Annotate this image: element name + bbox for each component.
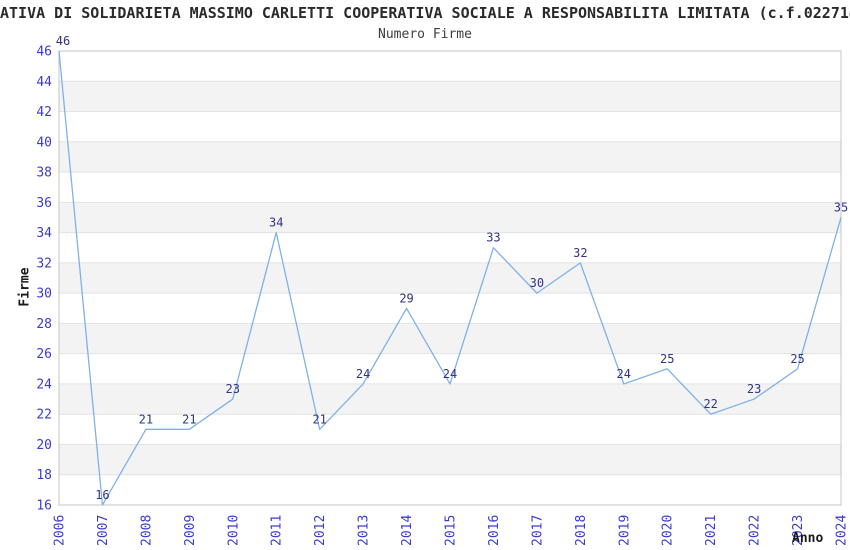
- data-point-label: 35: [834, 200, 848, 214]
- x-tick-label: 2013: [357, 515, 372, 546]
- y-tick-label: 38: [36, 166, 52, 181]
- y-tick-label: 18: [36, 468, 52, 483]
- y-tick-label: 34: [36, 226, 52, 241]
- grid-band: [59, 444, 841, 475]
- data-point-label: 21: [182, 412, 196, 426]
- x-tick-label: 2014: [400, 515, 415, 546]
- x-tick-label: 2023: [791, 515, 806, 546]
- y-axis-title: Firme: [17, 267, 33, 307]
- data-point-label: 25: [790, 352, 804, 366]
- data-point-label: 24: [443, 367, 457, 381]
- y-tick-label: 22: [36, 408, 52, 423]
- series-line: [58, 50, 842, 506]
- x-tick-label: 2010: [226, 515, 241, 546]
- x-tick-label: 2015: [444, 515, 459, 546]
- data-point-label: 46: [56, 34, 70, 48]
- data-point-label: 24: [617, 367, 631, 381]
- x-tick-label: 2017: [530, 515, 545, 546]
- grid-band: [59, 141, 841, 173]
- x-tick-label: 2024: [835, 515, 850, 546]
- data-point-label: 23: [226, 382, 240, 396]
- y-tick-label: 24: [36, 377, 52, 392]
- x-tick-label: 2022: [748, 515, 763, 546]
- data-point-label: 32: [573, 246, 587, 260]
- y-tick-label: 16: [36, 499, 52, 514]
- x-tick-label: 2021: [704, 515, 719, 546]
- x-tick-label: 2019: [617, 515, 632, 546]
- x-tick-label: 2012: [313, 515, 328, 546]
- x-tick-label: 2009: [183, 515, 198, 546]
- data-point-label: 33: [486, 231, 500, 245]
- x-axis-title: Anno: [792, 531, 824, 546]
- y-tick-label: 32: [36, 256, 52, 271]
- x-tick-label: 2018: [574, 515, 589, 546]
- y-tick-label: 20: [36, 438, 52, 453]
- x-tick-label: 2016: [487, 515, 502, 546]
- x-tick-label: 2008: [139, 515, 154, 546]
- data-point-label: 29: [399, 291, 413, 305]
- grid-band: [59, 262, 841, 294]
- y-tick-label: 28: [36, 317, 52, 332]
- data-point-label: 25: [660, 352, 674, 366]
- grid-band: [59, 383, 841, 415]
- x-tick-label: 2007: [96, 515, 111, 546]
- y-tick-label: 30: [36, 287, 52, 302]
- grid-band: [59, 323, 841, 354]
- data-point-label: 24: [356, 367, 370, 381]
- y-tick-label: 42: [36, 105, 52, 120]
- grid-band: [59, 81, 841, 112]
- page-title: ATIVA DI SOLIDARIETA MASSIMO CARLETTI CO…: [0, 4, 850, 22]
- y-tick-label: 46: [36, 45, 52, 60]
- x-tick-label: 2020: [661, 515, 676, 546]
- x-tick-label: 2006: [53, 515, 68, 546]
- x-tick-label: 2011: [270, 515, 285, 546]
- data-point-label: 22: [703, 397, 717, 411]
- data-point-label: 34: [269, 216, 283, 230]
- grid-band: [59, 202, 841, 233]
- plot-border: [58, 50, 842, 506]
- data-point-label: 16: [95, 488, 109, 502]
- data-point-label: 23: [747, 382, 761, 396]
- y-tick-label: 36: [36, 196, 52, 211]
- data-point-label: 30: [530, 276, 544, 290]
- y-tick-label: 26: [36, 347, 52, 362]
- chart-subtitle: Numero Firme: [378, 27, 472, 42]
- data-point-label: 21: [139, 412, 153, 426]
- data-point-label: 21: [312, 412, 326, 426]
- y-tick-label: 44: [36, 75, 52, 90]
- y-tick-label: 40: [36, 135, 52, 150]
